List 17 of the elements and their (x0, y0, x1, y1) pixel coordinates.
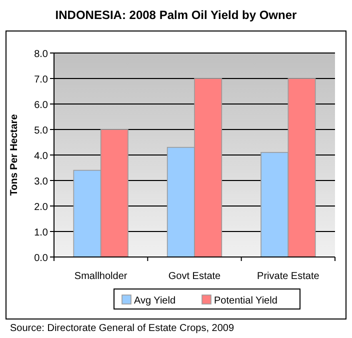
y-tick-label: 5.0 (34, 126, 48, 136)
y-tick-label: 2.0 (34, 202, 48, 213)
y-tick-label: 8.0 (34, 49, 48, 60)
x-tick-label: Private Estate (257, 271, 320, 282)
y-axis-title: Tons Per Hectare (9, 114, 20, 196)
y-tick-label: 4.0 (34, 151, 48, 162)
x-tick-label: Smallholder (74, 271, 128, 282)
y-tick-label: 0.0 (34, 253, 48, 264)
chart-title: INDONESIA: 2008 Palm Oil Yield by Owner (55, 8, 298, 22)
y-tick-label: 1.0 (34, 228, 48, 238)
y-tick-label: 7.0 (34, 74, 48, 86)
legend-label: Potential Yield (214, 296, 278, 306)
y-tick-label: 6.0 (34, 100, 48, 111)
source-note: Source: Directorate General of Estate Crops, 2009 (10, 323, 234, 334)
legend-label: Avg Yield (134, 296, 176, 306)
y-tick-label: 3.0 (34, 176, 48, 188)
x-tick-label: Govt Estate (168, 271, 222, 282)
